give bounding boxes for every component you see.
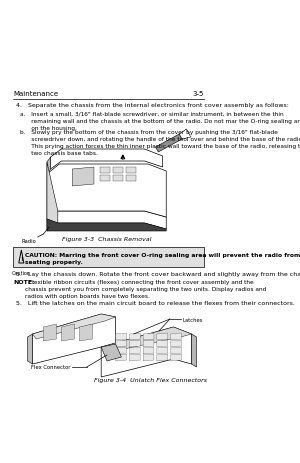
Polygon shape (116, 354, 127, 361)
Polygon shape (80, 324, 92, 341)
Text: Caution: Caution (12, 270, 31, 275)
Polygon shape (171, 333, 182, 340)
Polygon shape (100, 168, 110, 174)
Polygon shape (143, 347, 154, 354)
Polygon shape (100, 175, 110, 181)
Polygon shape (61, 324, 74, 341)
Polygon shape (47, 163, 58, 224)
Text: Radio: Radio (21, 238, 36, 244)
Polygon shape (101, 344, 122, 361)
Polygon shape (143, 340, 154, 347)
Text: a.   Insert a small, 3/16" flat-blade screwdriver, or similar instrument, in bet: a. Insert a small, 3/16" flat-blade scre… (20, 112, 300, 131)
Polygon shape (32, 314, 116, 364)
Polygon shape (47, 219, 166, 232)
Polygon shape (51, 150, 163, 169)
Polygon shape (171, 340, 182, 347)
FancyBboxPatch shape (13, 247, 204, 268)
Polygon shape (47, 165, 166, 219)
Polygon shape (129, 340, 140, 347)
Text: Maintenance: Maintenance (13, 91, 58, 97)
Polygon shape (129, 347, 140, 354)
Text: 3-5: 3-5 (192, 91, 204, 97)
Polygon shape (44, 324, 56, 341)
Polygon shape (28, 334, 32, 364)
Polygon shape (72, 168, 94, 187)
Polygon shape (157, 333, 168, 340)
Polygon shape (171, 347, 182, 354)
Text: 5.   Lift the latches on the main circuit board to release the flexes from their: 5. Lift the latches on the main circuit … (16, 300, 295, 305)
Polygon shape (101, 327, 191, 377)
Text: Figure 3-3  Chassis Removal: Figure 3-3 Chassis Removal (62, 237, 152, 242)
Polygon shape (143, 333, 154, 340)
Polygon shape (116, 340, 127, 347)
Polygon shape (32, 314, 116, 339)
Polygon shape (179, 130, 191, 140)
Text: 5.   Lay the chassis down. Rotate the front cover backward and slightly away fro: 5. Lay the chassis down. Rotate the fron… (16, 271, 300, 276)
Polygon shape (157, 340, 168, 347)
Polygon shape (155, 135, 182, 153)
Text: !: ! (20, 257, 23, 262)
Polygon shape (126, 168, 136, 174)
Polygon shape (157, 347, 168, 354)
Polygon shape (143, 354, 154, 361)
Text: CAUTION: Marring the front cover O-ring sealing area will prevent the radio from: CAUTION: Marring the front cover O-ring … (25, 252, 300, 264)
Text: Figure 3-4  Unlatch Flex Connectors: Figure 3-4 Unlatch Flex Connectors (94, 377, 207, 382)
Polygon shape (126, 175, 136, 181)
Polygon shape (47, 212, 166, 232)
Text: b.   Slowly pry the bottom of the chassis from the cover by pushing the 3/16" fl: b. Slowly pry the bottom of the chassis … (20, 130, 300, 156)
Polygon shape (157, 354, 168, 361)
Polygon shape (129, 333, 140, 340)
Text: 4.   Separate the chassis from the internal electronics front cover assembly as : 4. Separate the chassis from the interna… (16, 103, 289, 108)
Polygon shape (113, 168, 123, 174)
Polygon shape (47, 158, 51, 175)
Polygon shape (116, 333, 127, 340)
Polygon shape (129, 354, 140, 361)
Text: Flexible ribbon circuits (flexes) connecting the front cover assembly and the
ch: Flexible ribbon circuits (flexes) connec… (25, 279, 266, 298)
Text: Latches: Latches (182, 317, 202, 322)
Polygon shape (171, 354, 182, 361)
Polygon shape (116, 347, 127, 354)
Text: Flex Connector: Flex Connector (31, 365, 71, 369)
Text: NOTE:: NOTE: (13, 279, 34, 284)
Polygon shape (191, 334, 196, 367)
Polygon shape (113, 175, 123, 181)
Polygon shape (101, 327, 191, 353)
